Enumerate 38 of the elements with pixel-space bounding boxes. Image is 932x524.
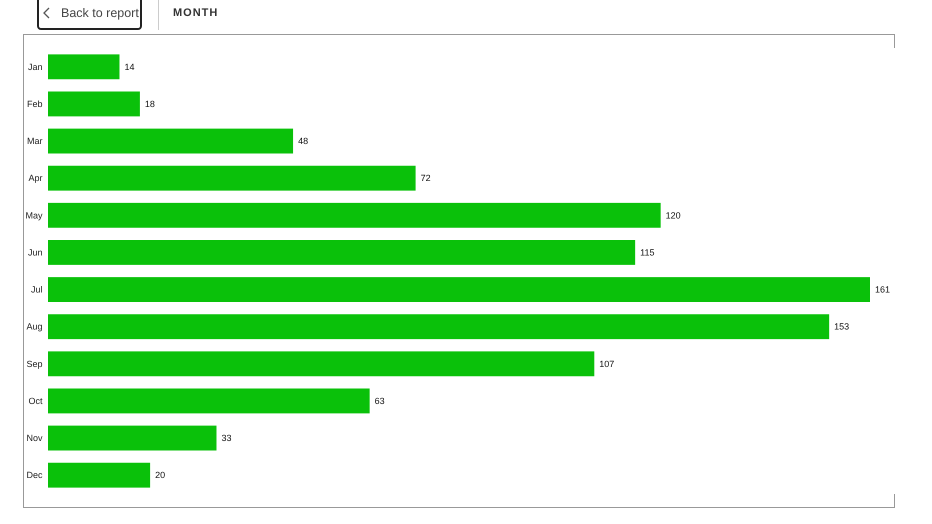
text: Back to report bbox=[61, 6, 139, 20]
data-label: 161 bbox=[875, 284, 890, 295]
y-tick-label: Jun bbox=[28, 247, 42, 258]
bar bbox=[48, 240, 636, 265]
bar bbox=[48, 351, 594, 376]
y-tick-label: Feb bbox=[26, 98, 42, 109]
data-label: 14 bbox=[124, 62, 134, 72]
data-label: 18 bbox=[144, 98, 155, 109]
bar bbox=[48, 388, 370, 414]
data-label: 48 bbox=[298, 136, 308, 146]
bar bbox=[48, 202, 661, 228]
bar bbox=[48, 166, 416, 191]
y-tick-label: Mar bbox=[27, 136, 42, 146]
data-label: 153 bbox=[834, 322, 850, 332]
bar bbox=[48, 462, 150, 488]
y-tick-label: Aug bbox=[26, 322, 42, 332]
data-label: 115 bbox=[640, 247, 654, 258]
bar bbox=[48, 314, 830, 340]
data-label: 20 bbox=[155, 470, 166, 480]
data-label: 72 bbox=[420, 173, 431, 184]
data-label: 33 bbox=[221, 433, 232, 444]
y-tick-label: Jan bbox=[28, 62, 42, 72]
bar bbox=[48, 54, 120, 80]
bar bbox=[48, 277, 870, 302]
y-tick-label: May bbox=[25, 210, 43, 220]
chart-title: MONTH bbox=[173, 7, 218, 19]
data-label: 63 bbox=[374, 396, 385, 406]
data-label: 107 bbox=[599, 358, 614, 369]
bar bbox=[48, 91, 140, 116]
data-label: 120 bbox=[666, 210, 681, 220]
y-tick-label: Oct bbox=[28, 396, 43, 406]
y-tick-label: Nov bbox=[26, 433, 43, 444]
bar bbox=[48, 426, 216, 451]
y-tick-label: Apr bbox=[28, 173, 42, 184]
y-tick-label: Jul bbox=[30, 284, 42, 295]
y-tick-label: Dec bbox=[26, 470, 43, 480]
y-tick-label: Sep bbox=[26, 358, 42, 369]
bar bbox=[48, 128, 294, 154]
